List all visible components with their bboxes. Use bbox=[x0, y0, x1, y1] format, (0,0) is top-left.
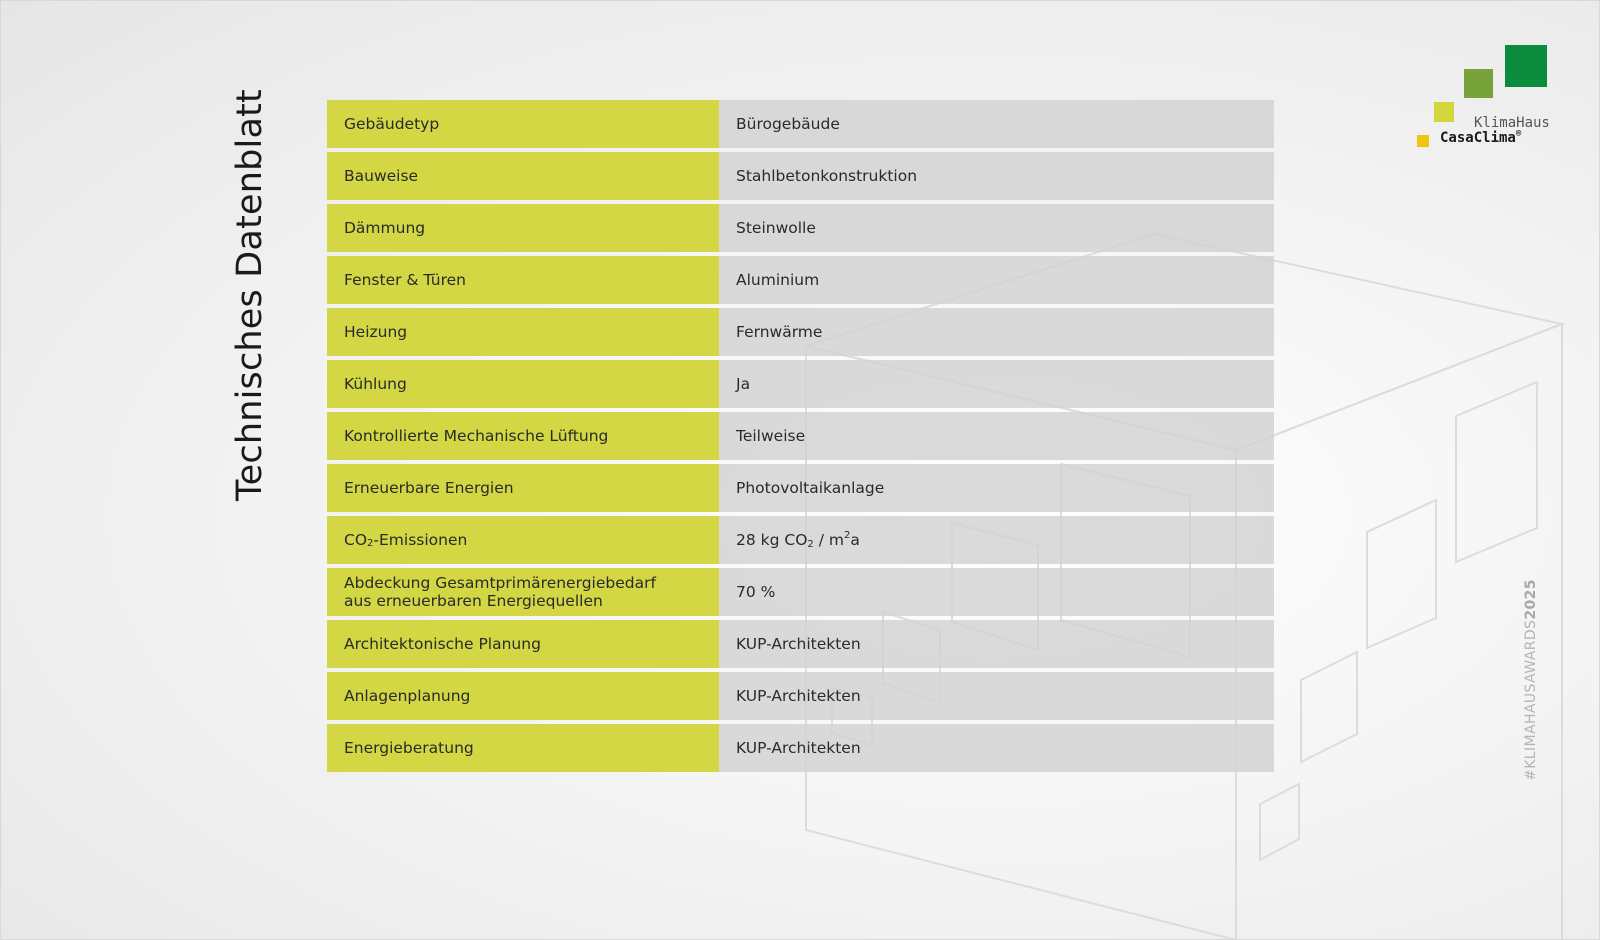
row-label: Anlagenplanung bbox=[327, 672, 719, 720]
table-row: Abdeckung Gesamtprimärenergiebedarf aus … bbox=[327, 568, 1274, 616]
table-row: Anlagenplanung KUP-Architekten bbox=[327, 672, 1274, 720]
table-row: Kontrollierte Mechanische Lüftung Teilwe… bbox=[327, 412, 1274, 460]
klimahaus-logo: KlimaHaus CasaClima® bbox=[1410, 40, 1570, 160]
row-value: Bürogebäude bbox=[719, 100, 1274, 148]
logo-square-lime bbox=[1434, 102, 1454, 122]
table-row: Fenster & Türen Aluminium bbox=[327, 256, 1274, 304]
row-value: Photovoltaikanlage bbox=[719, 464, 1274, 512]
table-row: Architektonische Planung KUP-Architekten bbox=[327, 620, 1274, 668]
co2-value-mid: / m bbox=[813, 531, 844, 549]
logo-square-yellow bbox=[1417, 135, 1429, 147]
row-label: Architektonische Planung bbox=[327, 620, 719, 668]
co2-value-subscript: 2 bbox=[807, 538, 814, 550]
co2-value-suffix: a bbox=[850, 531, 860, 549]
row-label: Gebäudetyp bbox=[327, 100, 719, 148]
row-value: Ja bbox=[719, 360, 1274, 408]
row-label: Energieberatung bbox=[327, 724, 719, 772]
table-row: Energieberatung KUP-Architekten bbox=[327, 724, 1274, 772]
row-value: Aluminium bbox=[719, 256, 1274, 304]
registered-mark: ® bbox=[1515, 129, 1522, 139]
row-label: Heizung bbox=[327, 308, 719, 356]
logo-square-green bbox=[1464, 69, 1493, 98]
logo-text-casaclima: CasaClima® bbox=[1440, 129, 1522, 146]
row-label: Kontrollierte Mechanische Lüftung bbox=[327, 412, 719, 460]
table-row: Erneuerbare Energien Photovoltaikanlage bbox=[327, 464, 1274, 512]
row-label: Kühlung bbox=[327, 360, 719, 408]
row-value: 70 % bbox=[719, 568, 1274, 616]
table-row: Bauweise Stahlbetonkonstruktion bbox=[327, 152, 1274, 200]
page-title: Technisches Datenblatt bbox=[230, 89, 270, 501]
row-value: Teilweise bbox=[719, 412, 1274, 460]
row-label: Fenster & Türen bbox=[327, 256, 719, 304]
co2-label-prefix: CO bbox=[344, 531, 368, 549]
table-row: Gebäudetyp Bürogebäude bbox=[327, 100, 1274, 148]
table-row: Heizung Fernwärme bbox=[327, 308, 1274, 356]
row-value: KUP-Architekten bbox=[719, 620, 1274, 668]
hashtag-text: #KLIMAHAUSAWARDS bbox=[1523, 619, 1539, 781]
table-row: Kühlung Ja bbox=[327, 360, 1274, 408]
data-sheet-table: Gebäudetyp Bürogebäude Bauweise Stahlbet… bbox=[327, 100, 1274, 776]
co2-label-suffix: -Emissionen bbox=[373, 531, 468, 549]
row-label: Bauweise bbox=[327, 152, 719, 200]
row-value: KUP-Architekten bbox=[719, 672, 1274, 720]
title-container: Technisches Datenblatt bbox=[230, 89, 270, 501]
logo-square-dark-green bbox=[1505, 45, 1547, 87]
logo-casaclima-label: CasaClima bbox=[1440, 130, 1516, 146]
hashtag-year: 2025 bbox=[1523, 579, 1539, 620]
co2-value-superscript: 2 bbox=[843, 529, 851, 541]
awards-hashtag: #KLIMAHAUSAWARDS2025 bbox=[1523, 579, 1539, 781]
co2-value-prefix: 28 kg CO bbox=[736, 531, 808, 549]
logo-text-klimahaus: KlimaHaus bbox=[1474, 115, 1550, 131]
co2-label-subscript: 2 bbox=[367, 538, 374, 549]
row-label-co2: CO 2 -Emissionen bbox=[327, 516, 719, 564]
row-label: Erneuerbare Energien bbox=[327, 464, 719, 512]
row-value: Steinwolle bbox=[719, 204, 1274, 252]
row-value: Stahlbetonkonstruktion bbox=[719, 152, 1274, 200]
row-value: KUP-Architekten bbox=[719, 724, 1274, 772]
row-label: Dämmung bbox=[327, 204, 719, 252]
row-label: Abdeckung Gesamtprimärenergiebedarf aus … bbox=[327, 568, 719, 616]
row-value: Fernwärme bbox=[719, 308, 1274, 356]
table-row: Dämmung Steinwolle bbox=[327, 204, 1274, 252]
